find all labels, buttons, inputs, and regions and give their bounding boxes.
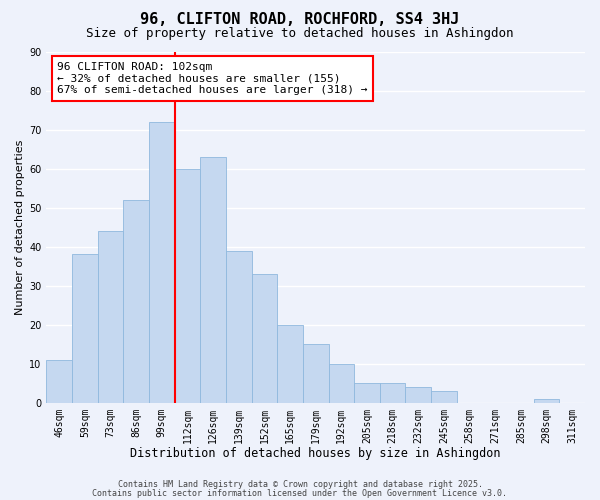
Bar [354, 383, 380, 402]
X-axis label: Distribution of detached houses by size in Ashingdon: Distribution of detached houses by size … [130, 447, 501, 460]
Bar [380, 383, 406, 402]
Text: Contains public sector information licensed under the Open Government Licence v3: Contains public sector information licen… [92, 488, 508, 498]
Bar [277, 324, 303, 402]
Text: 96 CLIFTON ROAD: 102sqm
← 32% of detached houses are smaller (155)
67% of semi-d: 96 CLIFTON ROAD: 102sqm ← 32% of detache… [57, 62, 368, 95]
Bar [72, 254, 98, 402]
Text: 96, CLIFTON ROAD, ROCHFORD, SS4 3HJ: 96, CLIFTON ROAD, ROCHFORD, SS4 3HJ [140, 12, 460, 28]
Bar [46, 360, 72, 403]
Bar [226, 250, 251, 402]
Bar [175, 168, 200, 402]
Text: Size of property relative to detached houses in Ashingdon: Size of property relative to detached ho… [86, 28, 514, 40]
Bar [303, 344, 329, 403]
Text: Contains HM Land Registry data © Crown copyright and database right 2025.: Contains HM Land Registry data © Crown c… [118, 480, 482, 489]
Bar [124, 200, 149, 402]
Bar [406, 387, 431, 402]
Bar [200, 157, 226, 402]
Bar [149, 122, 175, 402]
Y-axis label: Number of detached properties: Number of detached properties [15, 140, 25, 315]
Bar [431, 391, 457, 402]
Bar [534, 399, 559, 402]
Bar [251, 274, 277, 402]
Bar [98, 231, 124, 402]
Bar [329, 364, 354, 403]
